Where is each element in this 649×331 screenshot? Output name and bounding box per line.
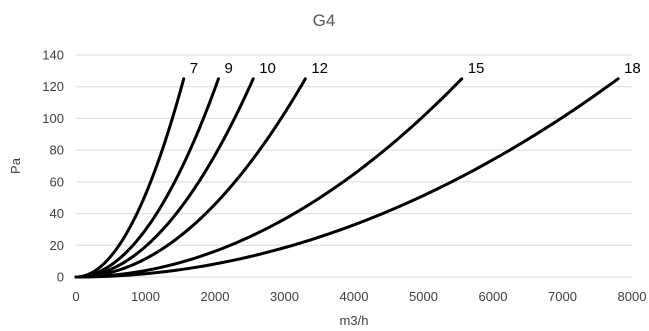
x-tick-label: 0: [72, 289, 79, 304]
series-lines: [74, 77, 620, 279]
series-label-10: 10: [259, 60, 276, 77]
x-tick-label: 2000: [201, 289, 230, 304]
series-line-10: [74, 77, 255, 279]
y-tick-label: 60: [50, 174, 64, 189]
x-axis-label: m3/h: [340, 313, 369, 328]
x-tick-labels: 0 1000 2000 3000 4000 5000 6000 7000 8000: [72, 289, 646, 304]
series-label-9: 9: [224, 60, 232, 77]
grid-lines: [76, 54, 632, 278]
series-label-7: 7: [190, 60, 198, 77]
y-tick-label: 80: [50, 143, 64, 158]
series-label-18: 18: [624, 60, 641, 77]
x-tick-label: 6000: [479, 289, 508, 304]
series-line-9: [74, 77, 220, 279]
x-tick-label: 8000: [618, 289, 647, 304]
series-line-12: [74, 77, 307, 279]
x-tick-label: 1000: [131, 289, 160, 304]
x-tick-label: 7000: [548, 289, 577, 304]
y-tick-label: 120: [42, 79, 64, 94]
series-line-15: [74, 77, 464, 279]
y-tick-label: 0: [57, 270, 64, 285]
series-labels: 7 9 10 12 15 18: [190, 60, 641, 77]
y-tick-labels: 0 20 40 60 80 100 120 140: [42, 48, 64, 285]
x-tick-label: 5000: [409, 289, 438, 304]
series-label-12: 12: [311, 60, 328, 77]
x-tick-label: 4000: [340, 289, 369, 304]
series-label-15: 15: [468, 60, 485, 77]
chart-title: G4: [313, 11, 336, 30]
y-tick-label: 140: [42, 48, 64, 63]
x-tick-label: 3000: [270, 289, 299, 304]
series-line-18: [74, 77, 620, 279]
y-tick-label: 20: [50, 238, 64, 253]
series-line-7: [74, 77, 186, 279]
y-axis-label: Pa: [8, 157, 23, 174]
y-tick-label: 40: [50, 206, 64, 221]
y-tick-label: 100: [42, 111, 64, 126]
